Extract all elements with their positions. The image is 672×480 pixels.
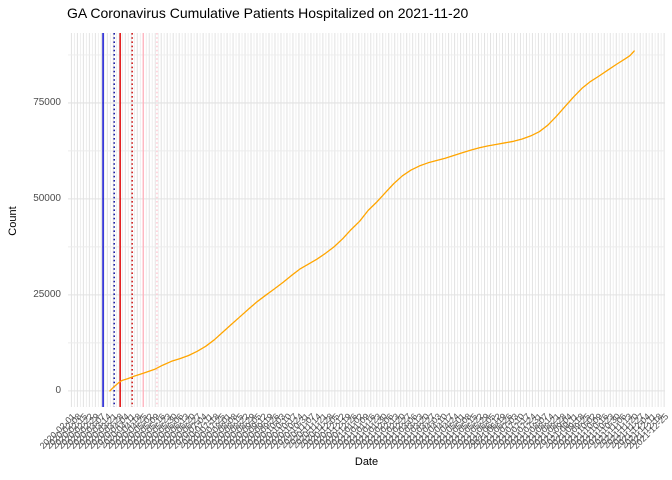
y-axis-title: Count [7, 206, 19, 236]
hospitalized-line [109, 50, 635, 392]
chart-title: GA Coronavirus Cumulative Patients Hospi… [67, 5, 469, 21]
chart-svg [68, 33, 665, 407]
y-tick-label: 25000 [33, 288, 61, 300]
y-tick-label: 75000 [33, 96, 61, 108]
x-axis-title: Date [354, 456, 379, 468]
y-tick-label: 0 [55, 384, 61, 396]
plot-panel [68, 33, 665, 407]
y-tick-label: 50000 [33, 192, 61, 204]
